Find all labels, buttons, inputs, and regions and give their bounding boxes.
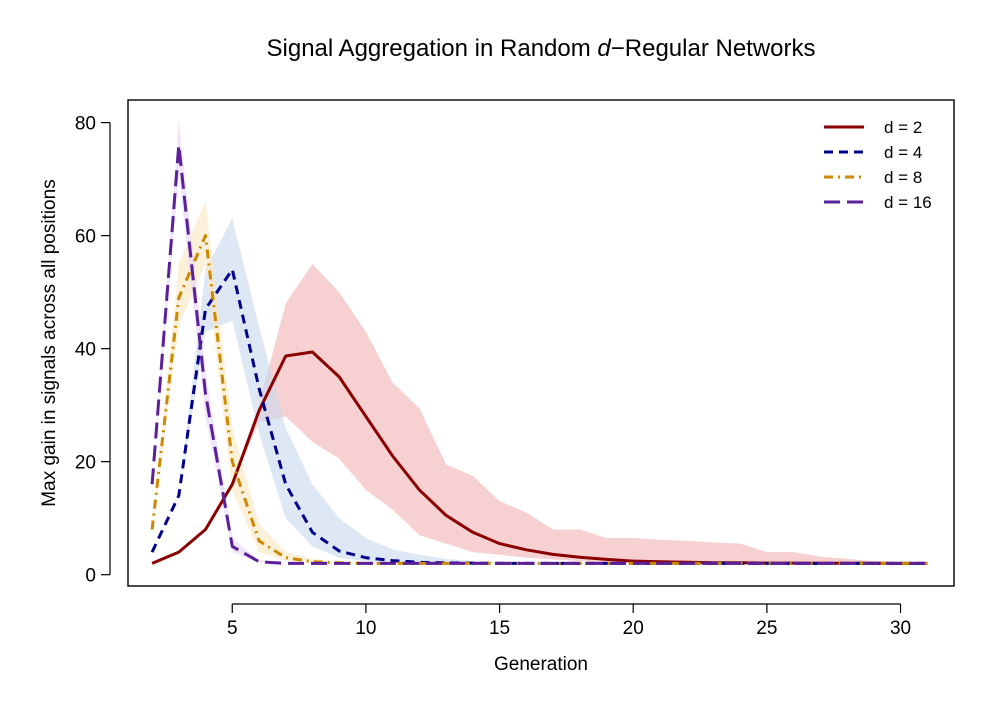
chart-title: Signal Aggregation in Random d−Regular N… (267, 35, 816, 62)
x-tick-label: 25 (756, 618, 777, 639)
legend-label-3: d = 8 (884, 168, 922, 187)
legend-label-1: d = 2 (884, 118, 922, 137)
line-series-4 (150, 143, 928, 565)
plot-frame (127, 99, 955, 587)
band-series-4 (152, 119, 928, 564)
line-series-2 (150, 268, 928, 565)
x-tick-label: 20 (623, 618, 644, 639)
y-tick-label: 20 (75, 453, 96, 474)
y-tick-label: 80 (75, 114, 96, 135)
x-axis-title: Generation (494, 654, 588, 675)
x-tick-label: 10 (355, 618, 376, 639)
legend-label-2: d = 4 (884, 143, 922, 162)
legend-label-4: d = 16 (884, 193, 932, 212)
legend: d = 2 d = 4 d = 8 d = 16 (824, 118, 932, 212)
x-tick-label: 30 (890, 618, 911, 639)
band-series-2 (152, 218, 928, 564)
y-tick-label: 40 (75, 340, 96, 361)
y-axis-title: Max gain in signals across all positions (39, 179, 60, 506)
y-axis: 0 20 40 60 80 (75, 114, 111, 587)
confidence-bands (152, 119, 928, 564)
x-axis: 5 10 15 20 25 30 (227, 603, 911, 639)
x-tick-label: 5 (227, 618, 238, 639)
series-lines (150, 143, 928, 565)
band-series-1 (152, 263, 928, 564)
x-tick-label: 15 (489, 618, 510, 639)
y-tick-label: 0 (85, 566, 96, 587)
y-tick-label: 60 (75, 227, 96, 248)
